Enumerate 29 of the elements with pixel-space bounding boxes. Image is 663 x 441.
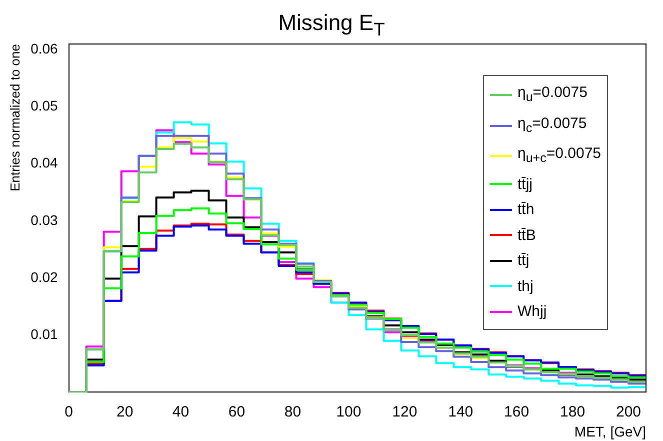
y-tick-label: 0.01: [30, 326, 58, 342]
x-tick-label: 0: [64, 403, 74, 420]
x-tick-label: 80: [284, 403, 302, 420]
y-tick-label: 0.04: [30, 154, 58, 171]
y-tick-label: 0.06: [30, 40, 58, 57]
legend-label: tt̄B: [518, 226, 536, 246]
legend-label: tt̄jj: [518, 174, 532, 194]
legend-label: Whjj: [518, 302, 547, 322]
legend-label: η$_{u}$=0.0075: [518, 83, 588, 106]
x-tick-label: 100: [336, 403, 362, 420]
x-tick-label: 120: [392, 403, 418, 420]
y-tick-label: 0.02: [30, 268, 58, 285]
legend-label: η$_{u+c}$=0.0075: [518, 144, 601, 167]
x-tick-label: 200: [616, 403, 642, 420]
legend-label: tt̄h: [518, 200, 534, 220]
y-tick-label: 0.03: [30, 212, 58, 228]
y-tick-label: 0.05: [30, 98, 58, 114]
x-tick-label: 160: [504, 403, 530, 420]
x-tick-label: 180: [560, 403, 586, 420]
x-tick-label: 60: [228, 403, 246, 420]
x-tick-label: 40: [172, 403, 190, 420]
legend-label: thj: [518, 276, 534, 296]
legend-label: tt̄j: [518, 251, 530, 271]
x-tick-label: 20: [116, 403, 134, 420]
legend-label: η$_{c}$=0.0075: [518, 114, 587, 136]
x-tick-label: 140: [448, 403, 474, 420]
y-axis-title: Entries normalized to one: [7, 44, 22, 192]
chart-title: Missing E$_{T}$: [277, 10, 386, 40]
x-axis-title: MET, [GeV]: [574, 423, 646, 440]
